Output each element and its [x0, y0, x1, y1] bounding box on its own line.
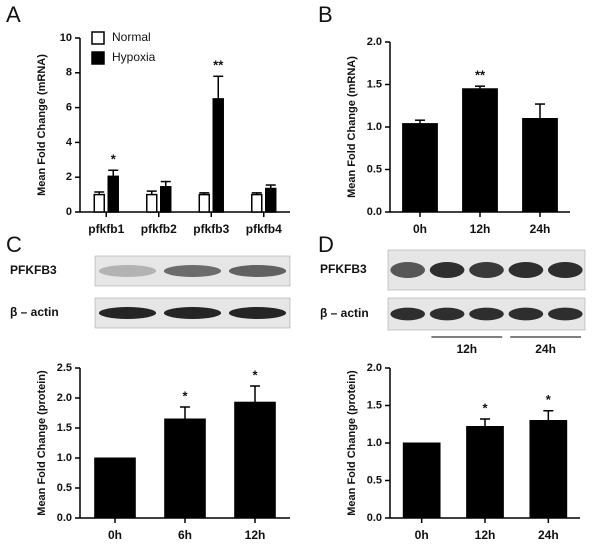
- bar: [107, 175, 119, 213]
- significance: *: [482, 400, 488, 415]
- significance: *: [182, 388, 188, 403]
- y-tick-label: 1.0: [367, 437, 382, 449]
- bar: [212, 98, 224, 213]
- blot-band: [469, 262, 504, 278]
- x-tick-label: 12h: [470, 222, 491, 236]
- bar: [198, 193, 210, 213]
- bar: [93, 193, 106, 213]
- significance: *: [111, 152, 117, 167]
- blot-band: [98, 307, 157, 319]
- blot-label: PFKFB3: [10, 263, 57, 277]
- bar: [402, 123, 438, 213]
- x-tick-label: pfkfb4: [246, 222, 282, 236]
- y-tick-label: 10: [60, 32, 72, 44]
- x-tick-label: pfkfb3: [193, 222, 229, 236]
- bar: [94, 457, 136, 519]
- bar: [160, 186, 172, 213]
- legend-label: Hypoxia: [112, 50, 156, 64]
- blot-band: [469, 307, 504, 321]
- bar: [164, 418, 206, 519]
- y-tick-label: 0.0: [57, 512, 72, 524]
- legend-swatch: [91, 31, 105, 45]
- y-axis-title: Mean Fold Change (mRNA): [346, 56, 358, 198]
- blot-band: [547, 262, 583, 278]
- bar: [466, 426, 504, 519]
- legend-swatch: [91, 51, 105, 65]
- y-tick-label: 1.5: [367, 78, 382, 90]
- bar: [529, 420, 568, 519]
- x-tick-label: 24h: [538, 528, 559, 542]
- significance: *: [252, 367, 258, 382]
- y-tick-label: 0: [66, 206, 72, 218]
- blot-band: [163, 265, 222, 277]
- significance: *: [546, 392, 552, 407]
- y-tick-label: 2: [66, 171, 72, 183]
- y-tick-label: 6: [66, 102, 72, 114]
- blot-band: [228, 307, 287, 319]
- blot-band: [390, 262, 426, 278]
- blot-label: PFKFB3: [320, 262, 367, 276]
- y-tick-label: 0.5: [367, 474, 382, 486]
- panel-letter: C: [6, 232, 22, 257]
- blot-band: [429, 307, 465, 321]
- x-tick-label: 12h: [245, 528, 266, 542]
- blot-band: [508, 262, 544, 278]
- y-axis-title: Mean Fold Change (mRNA): [36, 54, 48, 196]
- bar: [251, 193, 263, 213]
- x-tick-label: 24h: [530, 222, 551, 236]
- group-label: 24h: [535, 342, 556, 356]
- y-tick-label: 1.0: [57, 452, 72, 464]
- y-tick-label: 1.5: [57, 422, 72, 434]
- y-tick-label: 1.0: [367, 121, 382, 133]
- y-tick-label: 0.0: [367, 512, 382, 524]
- y-tick-label: 2.0: [57, 392, 72, 404]
- x-tick-label: pfkfb2: [141, 222, 177, 236]
- y-tick-label: 2.0: [367, 36, 382, 48]
- x-tick-label: 6h: [178, 528, 192, 542]
- legend-label: Normal: [112, 30, 151, 44]
- y-tick-label: 0.5: [367, 163, 382, 175]
- blot-band: [228, 265, 287, 277]
- blot-band: [547, 307, 583, 321]
- bar: [265, 187, 277, 213]
- panel-letter: A: [6, 2, 21, 27]
- blot-band: [98, 265, 157, 277]
- blot-label: β – actin: [320, 306, 369, 320]
- y-tick-label: 0.5: [57, 482, 72, 494]
- y-tick-label: 2.0: [367, 362, 382, 374]
- blot-band: [429, 262, 465, 278]
- y-tick-label: 4: [66, 136, 73, 148]
- x-tick-label: 0h: [415, 528, 429, 542]
- x-tick-label: 0h: [413, 222, 427, 236]
- bar: [462, 88, 498, 213]
- significance: **: [213, 58, 224, 73]
- blot-label: β – actin: [10, 305, 59, 319]
- y-tick-label: 1.5: [367, 399, 382, 411]
- blot-band: [163, 307, 222, 319]
- blot-band: [390, 307, 426, 321]
- group-label: 12h: [456, 342, 477, 356]
- y-axis-title: Mean Fold Change (protein): [346, 370, 358, 516]
- x-tick-label: pfkfb1: [88, 222, 124, 236]
- x-tick-label: 0h: [108, 528, 122, 542]
- panel-letter: D: [318, 232, 334, 257]
- y-tick-label: 0.0: [367, 206, 382, 218]
- blot-band: [508, 307, 544, 321]
- y-axis-title: Mean Fold Change (protein): [36, 370, 48, 516]
- bar: [146, 193, 158, 213]
- significance: **: [475, 68, 486, 83]
- bar: [522, 118, 558, 213]
- x-tick-label: 12h: [475, 528, 496, 542]
- bar: [402, 442, 441, 519]
- y-tick-label: 2.5: [57, 362, 72, 374]
- y-tick-label: 8: [66, 67, 72, 79]
- bar: [234, 401, 276, 519]
- panel-letter: B: [318, 2, 333, 27]
